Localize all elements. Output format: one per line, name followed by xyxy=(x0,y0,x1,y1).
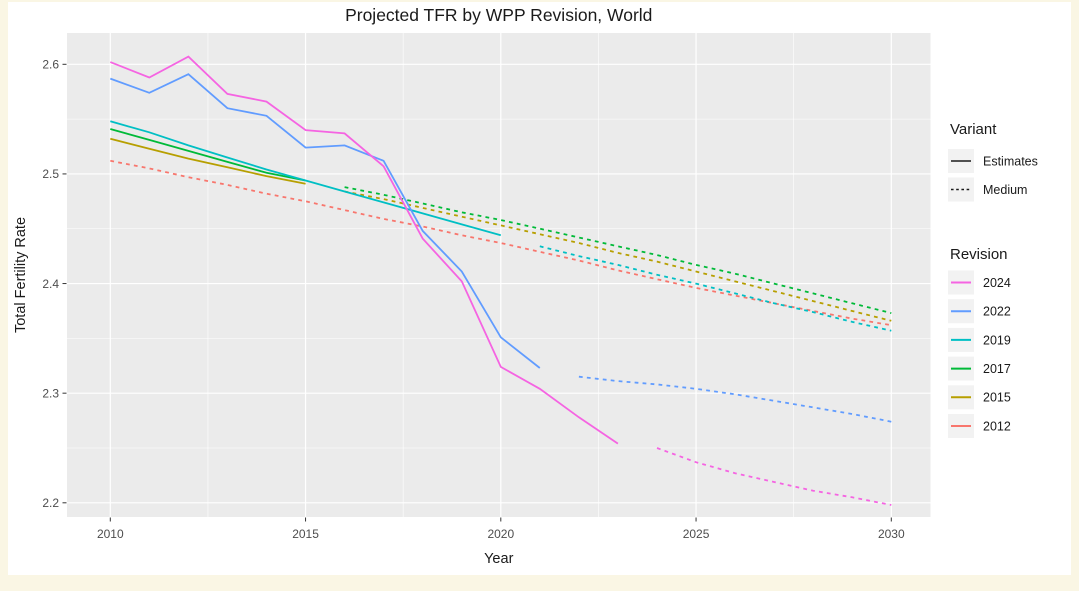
series-line-2024-estimates xyxy=(109,55,619,445)
series-line-2015-medium xyxy=(344,190,892,322)
data-series-lines xyxy=(109,55,892,506)
x-tick-label: 2010 xyxy=(97,527,124,541)
legend-item-2019: 2019 xyxy=(948,327,1011,352)
legend-item-2015: 2015 xyxy=(948,385,1011,410)
legend-item-label: 2022 xyxy=(983,305,1011,319)
y-tick-label: 2.4 xyxy=(42,277,59,291)
x-tick-label: 2030 xyxy=(878,527,905,541)
legend-item-label: 2012 xyxy=(983,419,1011,433)
legend-item-label: Estimates xyxy=(983,154,1038,168)
y-tick-label: 2.3 xyxy=(42,386,59,400)
y-tick-label: 2.2 xyxy=(42,496,59,510)
series-line-2017-medium xyxy=(344,186,892,314)
legend-variant-items: Estimates Medium xyxy=(948,149,1038,202)
series-line-2024-medium xyxy=(656,447,892,506)
legend-item-label: 2017 xyxy=(983,362,1011,376)
axis-ticks xyxy=(62,63,892,522)
x-tick-label: 2020 xyxy=(487,527,514,541)
legend-item-2022: 2022 xyxy=(948,299,1011,324)
series-line-2019-estimates xyxy=(110,120,502,237)
series-line-2022-estimates xyxy=(109,73,541,369)
x-tick-label: 2015 xyxy=(292,527,319,541)
y-tick-label: 2.6 xyxy=(42,58,59,72)
plot-panel xyxy=(67,33,931,517)
legend-item-label: Medium xyxy=(983,183,1027,197)
legend-revision-items: 2024 2022 2019 2017 2015 2012 xyxy=(948,270,1011,438)
legend-item-2012: 2012 xyxy=(948,414,1011,438)
series-line-2012-medium xyxy=(110,159,892,327)
legend-item-estimates: Estimates xyxy=(948,149,1038,173)
legend-variant-title: Variant xyxy=(950,121,997,138)
legend-item-2024: 2024 xyxy=(948,270,1011,295)
series-line-2017-estimates xyxy=(110,128,306,182)
legend-item-label: 2019 xyxy=(983,333,1011,347)
gridlines xyxy=(67,33,931,517)
legend-item-label: 2015 xyxy=(983,391,1011,405)
series-line-2015-estimates xyxy=(110,137,306,185)
legend-item-medium: Medium xyxy=(948,177,1027,202)
legend-revision-title: Revision xyxy=(950,246,1008,263)
chart-title: Projected TFR by WPP Revision, World xyxy=(345,5,652,25)
y-axis-title: Total Fertility Rate xyxy=(13,217,29,333)
axis-tick-labels: 2010 2015 2020 2025 2030 2.2 2.3 2.4 2.5 2.6 xyxy=(42,58,905,541)
x-axis-title: Year xyxy=(484,551,513,567)
x-tick-label: 2025 xyxy=(683,527,710,541)
legend-item-2017: 2017 xyxy=(948,356,1011,381)
legend-item-label: 2024 xyxy=(983,276,1011,290)
y-tick-label: 2.5 xyxy=(42,167,59,181)
